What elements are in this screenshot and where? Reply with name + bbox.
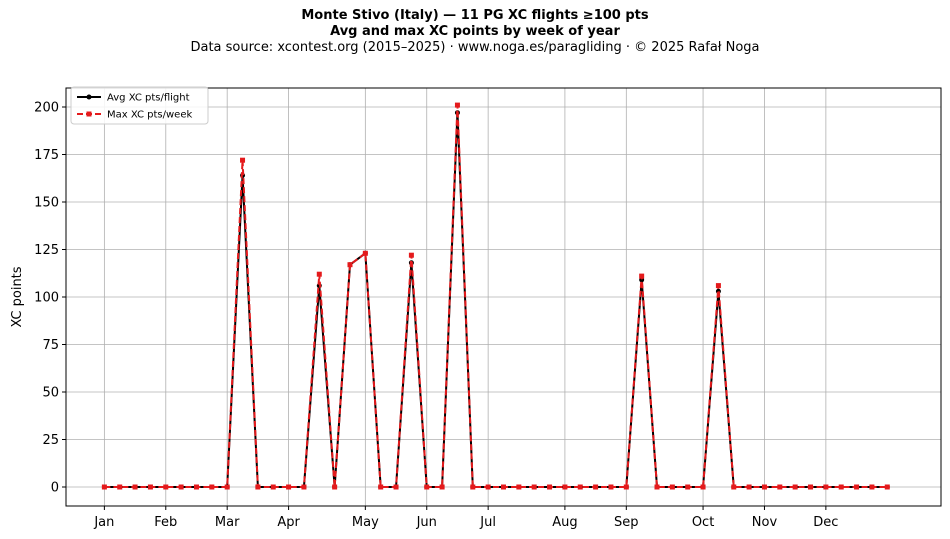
y-tick-label: 175 bbox=[34, 148, 59, 163]
y-tick-label: 0 bbox=[51, 481, 59, 496]
data-point-max bbox=[424, 484, 430, 490]
data-point-avg bbox=[639, 277, 645, 283]
data-point-max bbox=[470, 484, 476, 490]
data-point-max bbox=[255, 484, 261, 490]
data-point-max bbox=[654, 484, 660, 490]
data-point-max bbox=[623, 484, 629, 490]
data-point-max bbox=[761, 484, 767, 490]
data-point-max bbox=[608, 484, 614, 490]
x-tick-label: Dec bbox=[813, 515, 838, 530]
data-point-max bbox=[700, 484, 706, 490]
data-point-max bbox=[823, 484, 829, 490]
x-tick-label: Sep bbox=[614, 515, 639, 530]
data-point-max bbox=[362, 250, 368, 256]
x-tick-label: Nov bbox=[752, 515, 778, 530]
grid-lines bbox=[66, 88, 941, 506]
data-point-max bbox=[715, 283, 721, 289]
data-point-max bbox=[562, 484, 568, 490]
data-point-max bbox=[869, 484, 875, 490]
data-point-max bbox=[777, 484, 783, 490]
chart-title-block: Monte Stivo (Italy) — 11 PG XC flights ≥… bbox=[0, 8, 950, 56]
data-point-max bbox=[731, 484, 737, 490]
y-tick-label: 50 bbox=[42, 386, 59, 401]
x-tick-label: Jun bbox=[416, 515, 437, 530]
data-point-max bbox=[593, 484, 599, 490]
x-tick-label: Apr bbox=[277, 515, 300, 530]
legend-swatch-marker bbox=[86, 94, 92, 100]
data-point-max bbox=[163, 484, 169, 490]
y-axis: 0 25 50 75 100 125 150 175 200 bbox=[34, 101, 66, 496]
data-point-max bbox=[316, 271, 322, 277]
x-tick-label: Jul bbox=[479, 515, 496, 530]
data-point-max bbox=[286, 484, 292, 490]
legend-label: Max XC pts/week bbox=[107, 110, 192, 121]
data-point-max bbox=[147, 484, 153, 490]
x-tick-label: May bbox=[352, 515, 379, 530]
data-point-max bbox=[808, 484, 814, 490]
y-axis-label: XC points bbox=[10, 266, 25, 327]
legend-box bbox=[70, 86, 209, 125]
data-point-max bbox=[792, 484, 798, 490]
data-point-max bbox=[854, 484, 860, 490]
data-point-max bbox=[240, 157, 246, 163]
data-point-max bbox=[117, 484, 123, 490]
x-tick-label: Mar bbox=[215, 515, 240, 530]
y-tick-label: 150 bbox=[34, 196, 59, 211]
data-point-max bbox=[577, 484, 583, 490]
data-point-max bbox=[408, 252, 414, 258]
data-point-max bbox=[132, 484, 138, 490]
x-axis: Jan Feb Mar Apr May Jun Jul Aug Sep Oct Nov Dec bbox=[93, 506, 838, 530]
data-point-max bbox=[193, 484, 199, 490]
data-point-max bbox=[639, 273, 645, 279]
data-point-max bbox=[454, 102, 460, 108]
y-tick-label: 200 bbox=[34, 101, 59, 116]
data-point-max bbox=[101, 484, 107, 490]
data-point-max bbox=[746, 484, 752, 490]
x-tick-label: Oct bbox=[692, 515, 714, 530]
y-tick-label: 25 bbox=[42, 433, 59, 448]
legend: Avg XC pts/flight Max XC pts/week bbox=[70, 86, 209, 125]
legend-swatch-marker bbox=[86, 111, 92, 117]
data-point-max bbox=[209, 484, 215, 490]
series-line-avg bbox=[104, 111, 888, 488]
data-point-max bbox=[393, 484, 399, 490]
series-layer bbox=[101, 102, 890, 490]
data-point-max bbox=[347, 262, 353, 268]
chart-subtitle: Avg and max XC points by week of year bbox=[330, 24, 620, 39]
data-point-max bbox=[332, 484, 338, 490]
data-point-max bbox=[838, 484, 844, 490]
data-point-max bbox=[501, 484, 506, 490]
data-point-max bbox=[516, 484, 522, 490]
data-point-max bbox=[378, 484, 384, 490]
y-tick-label: 75 bbox=[42, 338, 59, 353]
x-tick-label: Feb bbox=[154, 515, 177, 530]
data-point-max bbox=[270, 484, 276, 490]
data-point-max bbox=[669, 484, 675, 490]
y-tick-label: 125 bbox=[34, 243, 59, 258]
data-point-max bbox=[439, 484, 445, 490]
chart-title: Monte Stivo (Italy) — 11 PG XC flights ≥… bbox=[301, 8, 649, 23]
x-tick-label: Aug bbox=[552, 515, 577, 530]
x-tick-label: Jan bbox=[93, 515, 114, 530]
data-point-max bbox=[178, 484, 184, 490]
series-line-max bbox=[104, 104, 888, 488]
data-point-max bbox=[547, 484, 553, 490]
legend-label: Avg XC pts/flight bbox=[107, 93, 190, 104]
data-point-max bbox=[884, 484, 890, 490]
data-point-max bbox=[301, 484, 307, 490]
data-point-max bbox=[485, 484, 491, 490]
data-point-max bbox=[531, 484, 537, 490]
y-tick-label: 100 bbox=[34, 291, 59, 306]
data-source-note: Data source: xcontest.org (2015–2025) · … bbox=[190, 40, 760, 55]
data-point-max bbox=[685, 484, 691, 490]
data-point-max bbox=[224, 484, 230, 490]
